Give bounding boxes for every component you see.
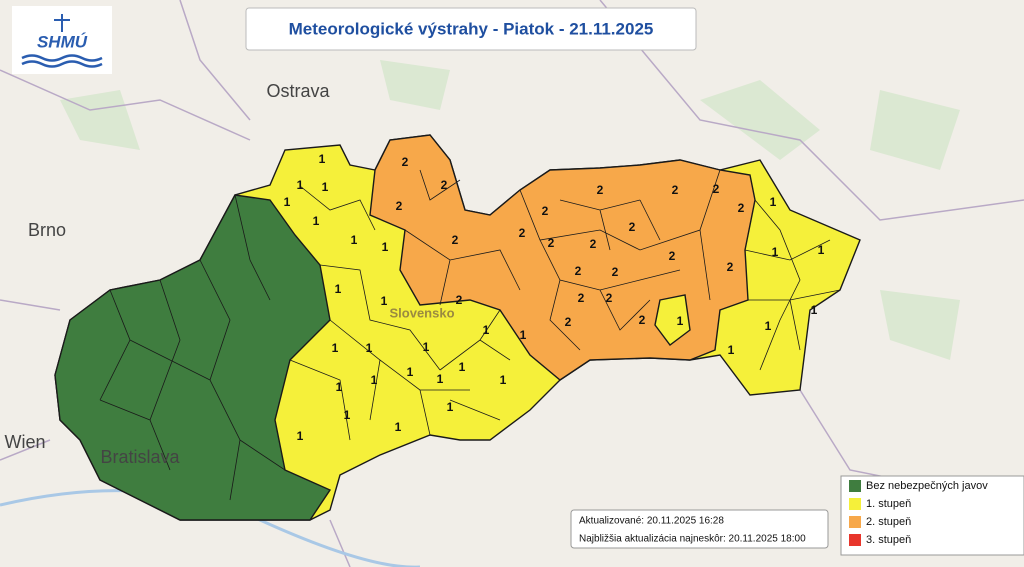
- district-level: 2: [441, 178, 448, 192]
- district-level: 2: [738, 201, 745, 215]
- district-level: 1: [520, 328, 527, 342]
- district-level: 2: [713, 182, 720, 196]
- district-level: 2: [452, 233, 459, 247]
- legend-label: 1. stupeň: [866, 498, 911, 510]
- district-level: 2: [542, 204, 549, 218]
- district-level: 1: [407, 365, 414, 379]
- district-level: 1: [811, 303, 818, 317]
- district-level: 1: [500, 373, 507, 387]
- district-level: 2: [727, 260, 734, 274]
- district-level: 2: [402, 155, 409, 169]
- title: Meteorologické výstrahy - Piatok - 21.11…: [289, 19, 654, 38]
- district-level: 1: [770, 195, 777, 209]
- district-level: 1: [677, 314, 684, 328]
- place-label: Ostrava: [266, 81, 330, 101]
- district-level: 1: [395, 420, 402, 434]
- district-level: 2: [578, 291, 585, 305]
- district-level: 1: [297, 429, 304, 443]
- district-level: 1: [336, 380, 343, 394]
- district-level: 2: [396, 199, 403, 213]
- district-level: 2: [548, 236, 555, 250]
- legend-label: 2. stupeň: [866, 516, 911, 528]
- district-level: 1: [344, 408, 351, 422]
- logo-waves: [21, 54, 103, 68]
- district-border: [99, 169, 841, 501]
- place-label: Brno: [28, 220, 66, 240]
- legend-swatch: [849, 534, 861, 546]
- district-level: 2: [597, 183, 604, 197]
- place-label: Bratislava: [100, 447, 180, 467]
- district-level: 1: [728, 343, 735, 357]
- next-update: Najbližšia aktualizácia najneskôr: 20.11…: [579, 534, 806, 545]
- logo-mast: [54, 14, 70, 32]
- district-level: 1: [772, 245, 779, 259]
- district-level: 1: [366, 341, 373, 355]
- district-level: 2: [629, 220, 636, 234]
- legend-swatch: [849, 516, 861, 528]
- district-level: 2: [565, 315, 572, 329]
- district-level: 1: [297, 178, 304, 192]
- warning-area: [654, 294, 691, 346]
- district-level: 2: [669, 249, 676, 263]
- regions: [54, 134, 861, 521]
- district-level: 2: [639, 313, 646, 327]
- legend: [840, 475, 1024, 556]
- district-level: 1: [332, 341, 339, 355]
- district-level: 2: [575, 264, 582, 278]
- district-level: 2: [519, 226, 526, 240]
- district-level: 1: [351, 233, 358, 247]
- district-level: 1: [322, 180, 329, 194]
- legend-label: 3. stupeň: [866, 534, 911, 546]
- district-level: 1: [284, 195, 291, 209]
- place-label: Slovensko: [389, 305, 454, 320]
- district-level: 1: [423, 340, 430, 354]
- district-level: 1: [447, 400, 454, 414]
- legend-swatch: [849, 480, 861, 492]
- district-level: 1: [319, 152, 326, 166]
- district-level: 2: [590, 237, 597, 251]
- district-level: 2: [612, 265, 619, 279]
- update-box: [570, 509, 829, 549]
- district-level: 1: [765, 319, 772, 333]
- district-level: 1: [437, 372, 444, 386]
- legend-swatch: [849, 498, 861, 510]
- district-level: 1: [483, 323, 490, 337]
- district-level: 1: [371, 373, 378, 387]
- district-level: 1: [459, 360, 466, 374]
- place-label: Wien: [4, 432, 45, 452]
- district-level: 1: [818, 243, 825, 257]
- warning-area: [54, 194, 332, 521]
- district-level: 2: [456, 293, 463, 307]
- district-level: 1: [382, 240, 389, 254]
- district-level: 1: [313, 214, 320, 228]
- district-level: 2: [672, 183, 679, 197]
- district-level: 1: [335, 282, 342, 296]
- district-level: 1: [381, 294, 388, 308]
- legend-label: Bez nebezpečných javov: [866, 480, 988, 492]
- logo: SHMÚ: [12, 6, 112, 74]
- title-box: [245, 7, 697, 51]
- district-level: 2: [606, 291, 613, 305]
- logo-text: SHMÚ: [37, 32, 88, 51]
- updated: Aktualizované: 20.11.2025 16:28: [579, 516, 724, 527]
